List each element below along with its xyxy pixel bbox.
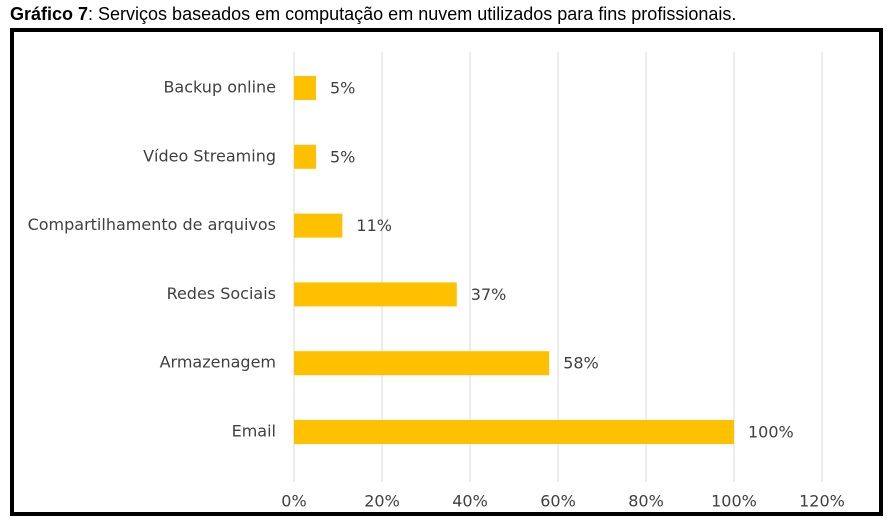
x-tick-label: 120% — [799, 492, 845, 511]
chart-frame: Backup online Vídeo Streaming Compartilham… — [10, 28, 883, 516]
data-label: 58% — [563, 354, 599, 373]
data-label: 11% — [356, 216, 392, 235]
category-label: Backup online — [163, 78, 276, 97]
figure-caption-text: : Serviços baseados em computação em nuv… — [88, 4, 737, 24]
category-labels: Backup online Vídeo Streaming Compartilham… — [28, 78, 276, 441]
category-label: Vídeo Streaming — [143, 146, 276, 165]
bar — [294, 213, 343, 238]
bar — [294, 76, 316, 100]
x-tick-label: 60% — [540, 492, 576, 511]
x-tick-label: 0% — [281, 492, 306, 511]
category-label: Redes Sociais — [167, 284, 276, 303]
x-tick-label: 40% — [452, 492, 488, 511]
bars — [294, 76, 734, 444]
x-tick-label: 80% — [628, 492, 664, 511]
category-label: Email — [232, 422, 276, 441]
x-axis-ticks: 0% 20% 40% 60% 80% 100% 120% — [281, 492, 845, 511]
x-tick-label: 100% — [711, 492, 757, 511]
data-label: 5% — [330, 79, 355, 98]
data-label: 100% — [748, 423, 794, 442]
bar — [294, 420, 734, 444]
bar-chart: Backup online Vídeo Streaming Compartilham… — [28, 52, 845, 511]
category-label: Compartilhamento de arquivos — [28, 215, 276, 234]
data-labels: 5% 5% 11% 37% 58% 100% — [330, 79, 794, 442]
x-tick-label: 20% — [364, 492, 400, 511]
grid-lines — [293, 52, 823, 482]
figure-caption-label: Gráfico 7 — [10, 4, 89, 24]
data-label: 37% — [471, 285, 507, 304]
data-label: 5% — [330, 147, 355, 166]
category-label: Armazenagem — [160, 353, 276, 372]
bar — [294, 282, 457, 307]
bar — [294, 351, 550, 376]
figure-caption: Gráfico 7: Serviços baseados em computaç… — [10, 2, 736, 26]
bar — [294, 144, 316, 169]
